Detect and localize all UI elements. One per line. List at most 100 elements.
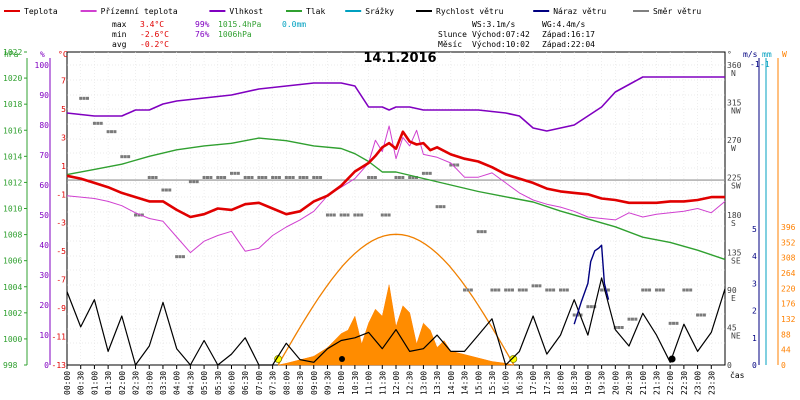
direction-tick-label: 90	[727, 286, 737, 295]
wind-direction-point	[579, 313, 583, 317]
wind-direction-point	[507, 288, 511, 292]
wind-direction-point	[137, 213, 141, 217]
wind-direction-point	[219, 176, 223, 179]
series-layer	[66, 76, 726, 366]
legend-label: Teplota	[24, 7, 58, 16]
solar-clear-sky-curve	[277, 233, 515, 366]
wind-tick-label: 4	[752, 252, 757, 261]
wind-direction-point	[634, 317, 638, 321]
wind-direction-point	[552, 288, 556, 292]
wind-direction-point	[175, 255, 179, 259]
x-tick-label: 12:00	[392, 371, 401, 395]
x-tick-label: 16:30	[515, 371, 524, 395]
wind-direction-point	[456, 163, 460, 167]
stat-max-rain: 0.0mm	[282, 20, 306, 29]
wind-direction-point	[600, 288, 604, 292]
moonrise-marker	[338, 356, 345, 362]
x-tick-label: 18:30	[570, 371, 579, 395]
wind-direction-point	[373, 176, 377, 179]
wind-direction-point	[644, 288, 648, 292]
wind-direction-point	[627, 317, 631, 321]
x-tick-label: 12:30	[406, 371, 415, 395]
wind-direction-point	[685, 288, 689, 292]
pressure-tick-label: 1018	[3, 100, 22, 109]
pressure-tick-label: 1016	[3, 126, 22, 135]
wind-direction-point	[397, 176, 401, 179]
stat-min-label: min	[112, 30, 127, 39]
direction-tick-label: 0	[727, 361, 732, 370]
rain-axis-unit: mm	[762, 50, 772, 59]
wind-tick-label: 2	[752, 307, 757, 316]
wind-direction-point	[620, 326, 624, 329]
x-tick-label: 11:30	[378, 371, 387, 395]
wind-direction-point	[127, 155, 131, 159]
humidity-tick-label: 40	[39, 241, 49, 250]
wind-direction-point	[408, 176, 412, 179]
wind-direction-point	[411, 176, 415, 179]
x-tick-label: 01:00	[90, 371, 99, 395]
rain-axis-top-label: -1	[760, 60, 770, 69]
x-tick-label: 00:00	[63, 371, 72, 395]
solar-tick-label: 132	[781, 315, 796, 324]
wind-tick-label: 5	[752, 225, 757, 234]
wind-direction-point	[356, 213, 360, 217]
sunset-marker	[509, 355, 518, 363]
wind-direction-point	[353, 213, 357, 217]
wind-direction-point	[696, 313, 700, 317]
pressure-tick-label: 1000	[3, 335, 22, 344]
wind-direction-point	[380, 213, 384, 217]
pressure-tick-label: 1014	[3, 152, 22, 161]
x-tick-label: 05:30	[214, 371, 223, 395]
direction-tick-label: 225	[727, 174, 742, 183]
wind-direction-point	[329, 213, 333, 217]
x-tick-label: 04:00	[173, 371, 182, 395]
wind-direction-point	[277, 176, 281, 179]
pressure-line	[66, 137, 726, 261]
wind-direction-point	[319, 176, 323, 179]
humidity-axis-unit: %	[40, 50, 45, 59]
stat-min-temp: -2.6°C	[140, 30, 169, 39]
wind-direction-point	[332, 213, 336, 217]
direction-compass-label: NW	[731, 107, 741, 116]
wind-direction-point	[658, 288, 662, 292]
direction-compass-label: SE	[731, 257, 741, 266]
wind-direction-point	[521, 288, 525, 292]
wind-direction-point	[168, 188, 172, 192]
solar-tick-label: 264	[781, 269, 796, 278]
wind-direction-point	[291, 176, 295, 179]
x-tick-label: 09:00	[310, 371, 319, 395]
x-tick-label: 15:30	[488, 371, 497, 395]
wind-direction-point	[147, 176, 151, 179]
wind-direction-point	[202, 176, 206, 179]
humidity-tick-label: 20	[39, 301, 49, 310]
x-tick-label: 02:30	[132, 371, 141, 395]
direction-compass-label: N	[731, 69, 736, 78]
temperature-tick-label: -5	[56, 247, 66, 256]
x-tick-label: 11:00	[365, 371, 374, 395]
wind-direction-point	[689, 288, 693, 292]
chart-title: 14.1.2016	[363, 51, 436, 66]
pressure-tick-label: 1010	[3, 205, 22, 214]
wind-direction-point	[134, 213, 138, 217]
wind-direction-point	[288, 176, 292, 179]
wind-direction-point	[178, 255, 182, 259]
pressure-tick-label: 1022	[3, 48, 22, 57]
x-tick-label: 21:30	[652, 371, 661, 395]
wind-direction-point	[524, 288, 528, 292]
legend-label: Směr větru	[653, 7, 701, 16]
stat-avg-label: avg	[112, 40, 127, 49]
x-tick-label: 07:30	[269, 371, 278, 395]
wind-direction-point	[312, 176, 316, 179]
x-tick-label: 10:30	[351, 371, 360, 395]
wind-direction-point	[209, 176, 213, 179]
wind-direction-point	[257, 176, 261, 179]
wind-direction-point	[559, 288, 562, 292]
wind-tick-label: 1	[752, 334, 757, 343]
wind-direction-point	[260, 176, 264, 179]
wind-direction-point	[387, 213, 391, 217]
wind-direction-point	[367, 176, 371, 179]
wind-direction-point	[223, 176, 227, 179]
wind-direction-point	[463, 288, 467, 292]
wind-direction-point	[154, 176, 158, 179]
